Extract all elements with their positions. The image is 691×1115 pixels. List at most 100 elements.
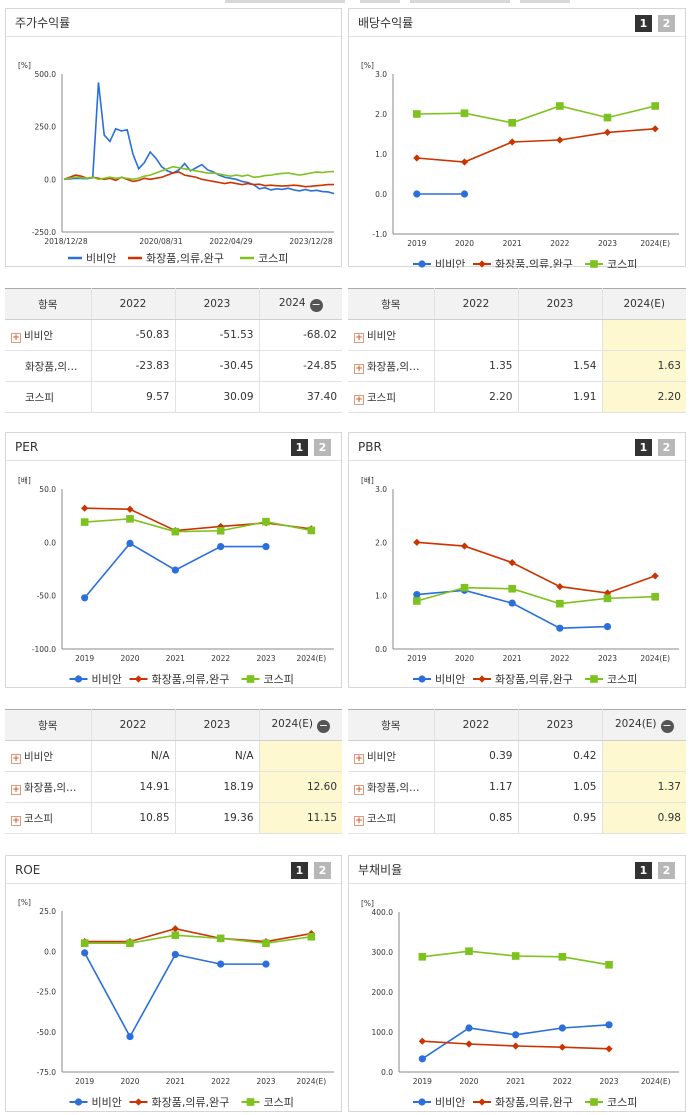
data-point	[171, 931, 180, 939]
row-name: 화장품,의…	[5, 350, 92, 382]
data-point	[126, 1032, 134, 1041]
row-label: 화장품,의…	[24, 781, 77, 794]
legend-label: 화장품,의류,완구	[152, 673, 230, 686]
table-cell: 30.09	[175, 381, 260, 413]
legend-label: 비비안	[435, 258, 465, 268]
row-label: 비비안	[24, 750, 53, 763]
data-point	[216, 934, 225, 943]
expand-icon[interactable]: +	[354, 784, 364, 795]
data-point	[508, 584, 516, 593]
legend-label: 화장품,의류,완구	[495, 258, 573, 268]
header-label: 2023	[546, 719, 574, 731]
y-tick-label: 0.0	[44, 947, 56, 956]
x-tick-label: 2019	[75, 1077, 94, 1086]
table-cell: N/A	[91, 740, 176, 772]
y-tick-label: -50.0	[37, 1028, 57, 1037]
stock-return-panel: 주가수익률 [%] 500.0 250.0 0.0 -250.0 2018/12/28 20…	[5, 8, 342, 267]
view-1-button[interactable]: 1	[635, 439, 652, 456]
data-point	[171, 950, 179, 959]
data-point	[460, 190, 469, 198]
collapse-icon[interactable]: −	[317, 718, 331, 733]
header-year: 2022	[91, 709, 176, 741]
x-tick-label: 2020/08/31	[139, 237, 182, 246]
x-tick-label: 2024(E)	[641, 1077, 671, 1086]
y-tick-label: 0.0	[381, 1068, 393, 1077]
header-label: 항목	[38, 719, 58, 732]
legend-label: 코스피	[264, 1096, 294, 1109]
expand-icon[interactable]: +	[11, 784, 21, 795]
expand-icon[interactable]: +	[354, 363, 364, 374]
y-tick-label: 25.0	[39, 907, 56, 916]
expand-icon[interactable]: +	[354, 815, 364, 826]
view-1-button[interactable]: 1	[635, 15, 652, 32]
y-tick-label: 0.0	[375, 645, 387, 654]
data-point	[508, 138, 516, 146]
legend-label: 비비안	[92, 673, 122, 686]
expand-icon[interactable]: +	[354, 332, 364, 343]
view-1-button[interactable]: 1	[291, 439, 308, 456]
legend-label: 코스피	[264, 673, 294, 686]
header-year: 2023	[518, 709, 603, 741]
view-2-button[interactable]: 2	[314, 862, 331, 879]
series-line	[416, 541, 656, 594]
table-cell: -23.83	[91, 350, 176, 382]
view-1-button[interactable]: 1	[635, 862, 652, 879]
panel-title: 배당수익률	[349, 9, 685, 37]
y-tick-label: 0.0	[44, 175, 56, 184]
view-2-button[interactable]: 2	[314, 439, 331, 456]
data-point	[413, 538, 421, 546]
expand-icon[interactable]: +	[11, 753, 21, 764]
data-point	[478, 675, 486, 683]
data-point	[418, 953, 427, 961]
data-point	[511, 952, 520, 960]
collapse-icon[interactable]: −	[660, 718, 674, 733]
view-2-button[interactable]: 2	[658, 15, 675, 32]
table-row: + 비비안 0.39 0.42	[348, 740, 686, 772]
data-point	[558, 1024, 566, 1032]
y-tick-label: 0.0	[44, 538, 56, 547]
header-year: 2023	[175, 709, 260, 741]
x-tick-label: 2020	[120, 654, 139, 663]
row-label: 코스피	[367, 812, 396, 825]
data-point	[590, 675, 598, 683]
view-2-button[interactable]: 2	[658, 862, 675, 879]
header-label: 항목	[38, 298, 58, 311]
table-cell: 0.98	[602, 802, 686, 834]
header-label: 2022	[462, 298, 490, 310]
top-tab-remnant	[520, 0, 570, 3]
data-point	[262, 543, 270, 551]
row-label: 비비안	[367, 329, 396, 342]
view-1-button[interactable]: 1	[291, 862, 308, 879]
x-tick-label: 2024(E)	[640, 239, 670, 248]
row-label: 코스피	[367, 391, 396, 404]
table-cell: -51.53	[175, 319, 260, 351]
legend-label: 화장품,의류,완구	[152, 1096, 230, 1109]
expand-icon[interactable]: +	[354, 394, 364, 405]
data-point	[460, 109, 469, 117]
pbr-table: 항목 2022 2023 2024(E) − + 비비안 0.39 0.42 + 화장품,의… 1.1…	[348, 709, 686, 834]
data-point	[126, 505, 134, 513]
x-tick-label: 2021	[506, 1077, 525, 1086]
row-name: 코스피	[5, 381, 92, 413]
table-row: + 비비안	[348, 319, 686, 351]
row-label: 화장품,의…	[367, 781, 420, 794]
x-tick-label: 2022	[550, 239, 569, 248]
y-tick-label: 1.0	[375, 150, 387, 159]
expand-icon[interactable]: +	[11, 332, 21, 343]
expand-icon[interactable]: +	[354, 753, 364, 764]
collapse-icon[interactable]: −	[309, 297, 323, 312]
data-point	[418, 675, 426, 683]
view-2-button[interactable]: 2	[658, 439, 675, 456]
table-cell: 10.85	[91, 802, 176, 834]
series-line	[416, 105, 656, 124]
data-point	[460, 158, 469, 166]
table-cell: 0.42	[518, 740, 603, 772]
data-point	[413, 110, 421, 118]
expand-icon[interactable]: +	[11, 815, 21, 826]
data-point	[80, 518, 89, 526]
y-tick-label: -250.0	[32, 228, 56, 237]
top-tab-remnant	[225, 0, 345, 3]
y-tick-label: -50.0	[37, 592, 57, 601]
